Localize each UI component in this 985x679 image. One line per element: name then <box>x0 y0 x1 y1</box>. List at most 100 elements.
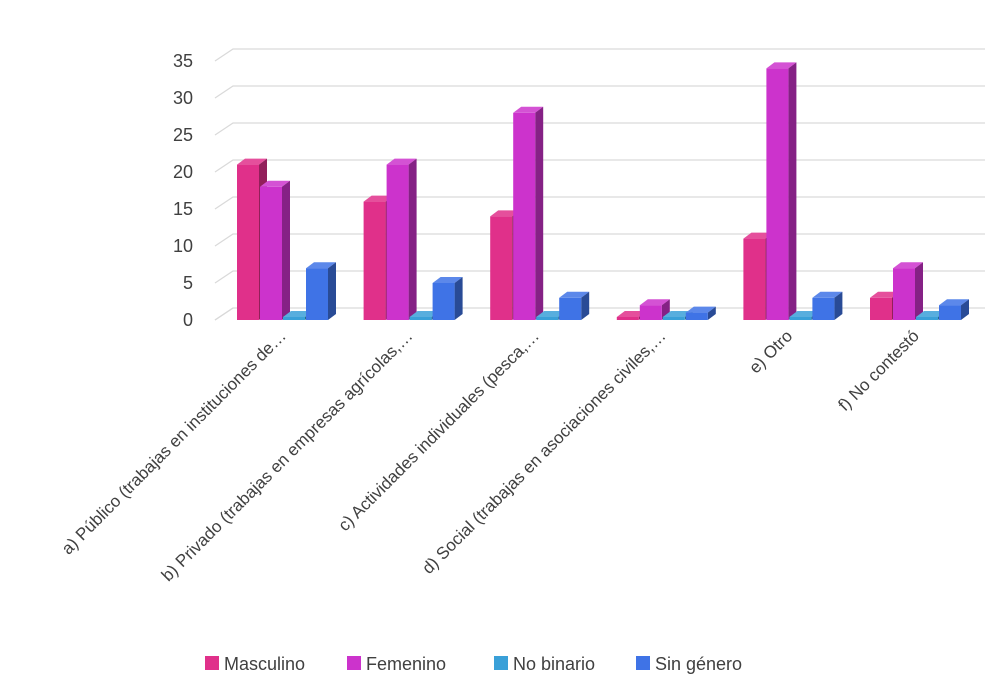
bar-top <box>766 62 797 69</box>
x-tick-label: d) Social (trabajas en asociaciones civi… <box>418 326 669 577</box>
gridline <box>214 48 985 62</box>
x-tick-label: e) Otro <box>745 326 796 377</box>
legend-label: No binario <box>513 654 595 674</box>
bar-front <box>306 268 328 320</box>
bar-front <box>536 317 559 320</box>
legend-swatch <box>636 656 650 670</box>
legend-swatch <box>347 656 361 670</box>
bar-front <box>789 317 812 320</box>
legend-label: Sin género <box>655 654 742 674</box>
gridline <box>214 159 985 173</box>
bar-front <box>766 68 789 321</box>
bar-front <box>237 164 259 320</box>
bar-front <box>363 201 386 320</box>
bar-side <box>535 106 544 320</box>
y-tick-label: 10 <box>173 236 193 256</box>
bar-top <box>743 232 774 239</box>
bar-top <box>237 158 267 165</box>
bar <box>939 299 969 320</box>
gridline <box>214 270 985 284</box>
bar-top <box>685 306 716 313</box>
bar-side <box>788 62 797 321</box>
bar-front <box>513 112 536 320</box>
bar-top <box>306 262 336 269</box>
bar-front <box>260 186 282 320</box>
bar-side <box>454 277 463 320</box>
y-tick-label: 20 <box>173 162 193 182</box>
y-axis: 0 5 10 15 20 25 30 35 <box>173 51 193 330</box>
legend-item: Femenino <box>347 654 446 674</box>
bar-front <box>662 317 685 320</box>
bar-top <box>893 262 923 269</box>
bar-front <box>490 216 513 320</box>
bar-top <box>616 311 647 317</box>
floor-edge <box>214 307 234 321</box>
bar-front <box>870 297 892 320</box>
bar-top <box>536 311 567 317</box>
bar <box>639 299 670 320</box>
x-tick-label: f) No contestó <box>835 326 923 414</box>
bar-side <box>408 158 417 320</box>
legend-swatch <box>494 656 508 670</box>
y-tick-label: 30 <box>173 88 193 108</box>
bar-side <box>282 180 290 320</box>
x-axis: a) Público (trabajas en instituciones de… <box>58 326 923 585</box>
bar-front <box>616 317 639 320</box>
bar-front <box>893 268 915 320</box>
legend-item: No binario <box>494 654 595 674</box>
bar-top <box>363 195 394 202</box>
bar-top <box>939 299 969 306</box>
bar-side <box>707 306 716 320</box>
y-tick-label: 35 <box>173 51 193 71</box>
bar-front <box>386 164 409 320</box>
bar <box>685 306 716 320</box>
bar-top <box>639 299 670 306</box>
bar-top <box>260 180 290 187</box>
legend-label: Masculino <box>224 654 305 674</box>
bar-front <box>916 317 938 320</box>
bar <box>893 262 923 320</box>
legend-swatch <box>205 656 219 670</box>
y-tick-label: 5 <box>183 273 193 293</box>
bar <box>386 158 417 320</box>
bar-top <box>409 311 440 317</box>
bar-top <box>513 106 544 113</box>
bar-front <box>409 317 432 320</box>
y-tick-label: 0 <box>183 310 193 330</box>
bar-top <box>812 291 843 298</box>
bar <box>260 180 290 320</box>
bar <box>766 62 797 321</box>
bar <box>306 262 336 320</box>
y-tick-label: 15 <box>173 199 193 219</box>
bar-side <box>834 291 843 320</box>
bar <box>432 277 463 320</box>
legend: Masculino Femenino No binario Sin género <box>205 654 742 674</box>
x-tick-label: c) Actividades individuales (pesca,… <box>334 326 543 535</box>
gridline <box>214 85 985 99</box>
bar-top <box>662 311 693 317</box>
legend-item: Sin género <box>636 654 742 674</box>
bar-top <box>283 311 313 317</box>
legend-label: Femenino <box>366 654 446 674</box>
bar-front <box>939 305 961 320</box>
bar-top <box>559 291 590 298</box>
bar <box>513 106 544 320</box>
bar-front <box>432 283 455 320</box>
bar-side <box>581 291 590 320</box>
gridlines <box>214 48 985 321</box>
bar-top <box>432 277 463 283</box>
legend-item: Masculino <box>205 654 305 674</box>
bars <box>237 62 969 321</box>
bar-front <box>743 238 766 320</box>
bar-top <box>870 291 900 298</box>
bar-side <box>915 262 923 320</box>
bar-front <box>283 317 305 320</box>
bar-front <box>685 312 708 320</box>
x-tick-label: b) Privado (trabajas en empresas agrícol… <box>158 326 417 585</box>
bar-top <box>916 311 946 317</box>
bar-side <box>328 262 336 320</box>
gridline <box>214 196 985 210</box>
bar <box>559 291 590 320</box>
